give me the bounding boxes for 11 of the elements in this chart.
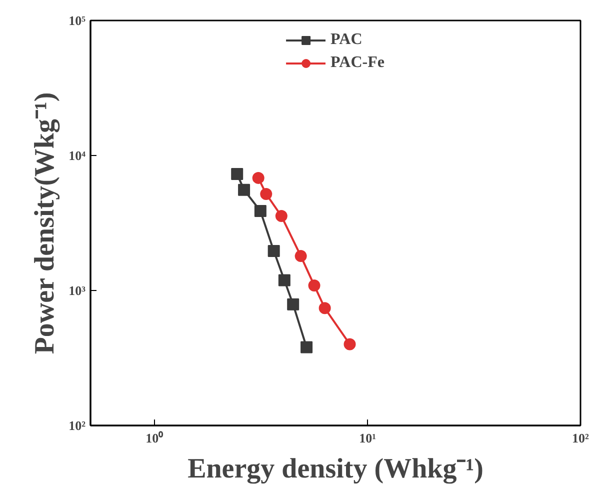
y-tick-label: 10⁵ [68,13,86,28]
y-tick-label: 10⁴ [68,148,86,163]
y-axis-title: Power density(Wkg⁻¹) [30,92,61,354]
legend-label: PAC-Fe [330,54,384,72]
x-axis-title: Energy density (Whkg⁻¹) [188,454,484,484]
x-tick-label: 10⁰ [146,430,164,446]
legend-label: PAC [330,31,362,49]
x-tick-label: 10¹ [359,430,376,446]
y-tick-label: 10³ [68,283,86,298]
x-tick-label: 10² [572,430,590,446]
y-tick-label: 10² [68,418,86,433]
